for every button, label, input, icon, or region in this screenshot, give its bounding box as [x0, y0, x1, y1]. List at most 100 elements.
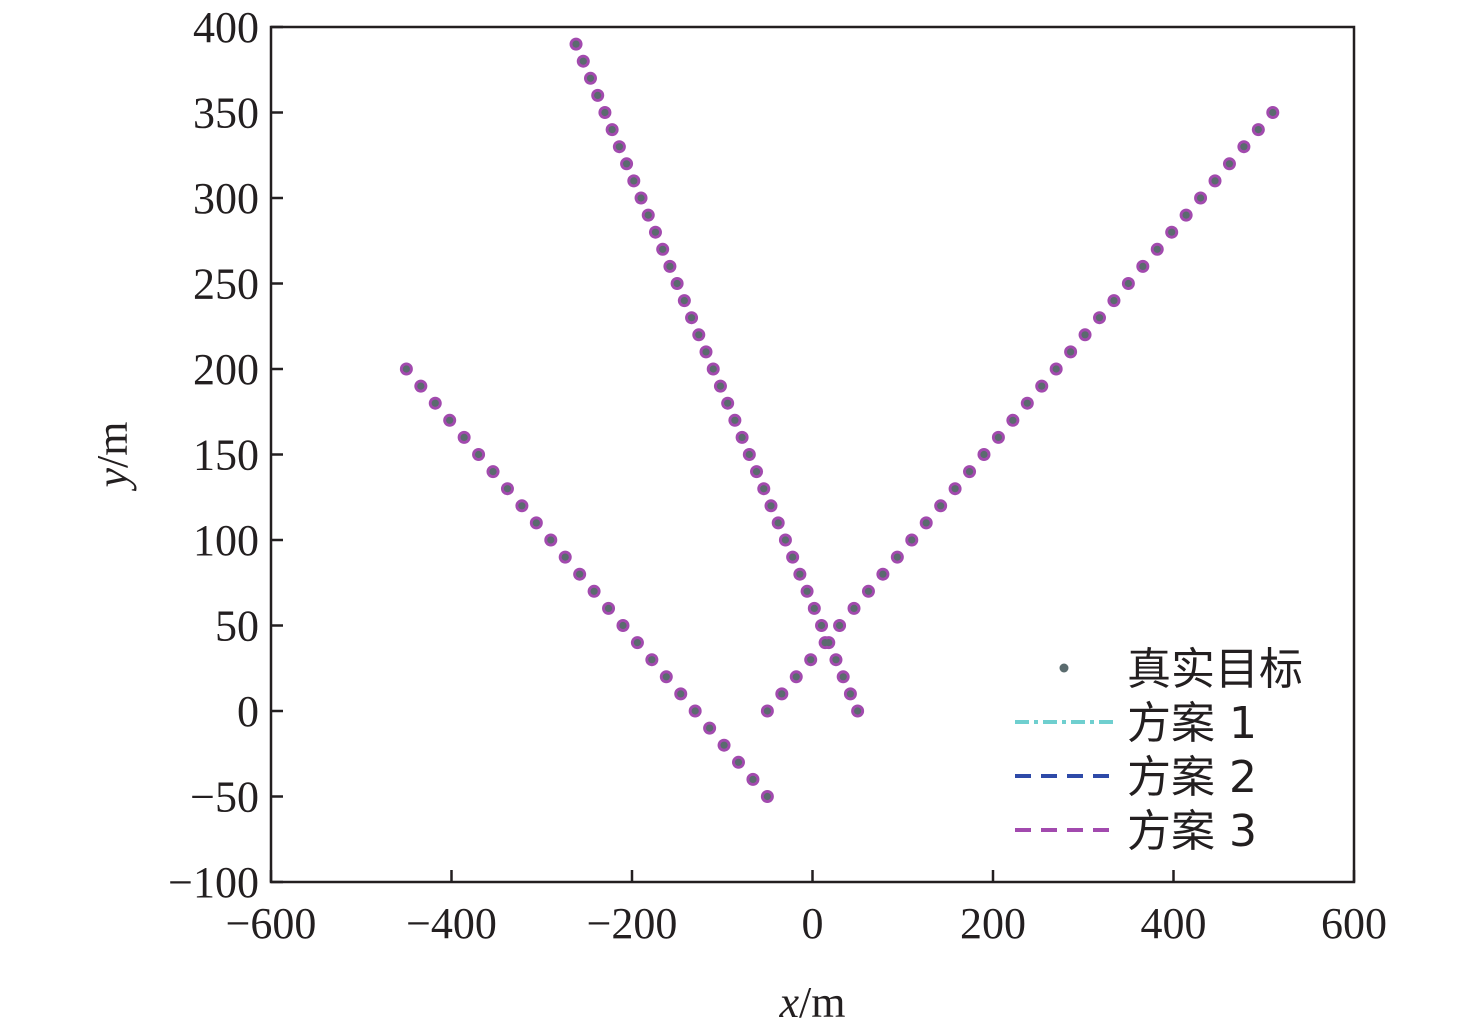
x-tick-label: −400 [406, 899, 497, 948]
true-target-point [417, 382, 425, 390]
true-target-point [1240, 143, 1248, 151]
true-target-point [965, 468, 974, 476]
true-target-point [572, 40, 580, 48]
x-tick-label: −200 [587, 899, 678, 948]
y-tick-label: −50 [190, 773, 259, 822]
true-target-point [662, 673, 670, 681]
y-axis-variable: y [88, 467, 137, 491]
x-tick-label: −600 [226, 899, 317, 948]
true-target-point [503, 485, 512, 493]
true-target-point [633, 639, 642, 647]
true-target-point [778, 690, 786, 698]
true-target-point [695, 331, 703, 339]
true-target-point [937, 502, 945, 510]
true-target-point [864, 587, 873, 595]
true-target-point [734, 758, 743, 766]
true-target-point [922, 519, 930, 527]
true-target-point [716, 382, 725, 390]
true-target-point [817, 621, 826, 630]
true-target-point [709, 365, 717, 373]
true-target-point [832, 656, 840, 664]
true-target-point [1182, 211, 1190, 219]
true-target-point [702, 348, 710, 356]
y-tick-label: 0 [237, 687, 259, 736]
true-target-point [402, 365, 410, 373]
true-target-point [839, 673, 847, 681]
y-axis-label: y/m [88, 422, 137, 492]
true-target-point [908, 536, 916, 544]
true-target-point [489, 468, 497, 476]
true-target-point [1153, 245, 1161, 253]
true-target-point [691, 707, 699, 715]
y-tick-label: 100 [193, 516, 259, 565]
true-target-point [893, 553, 901, 561]
true-target-point [763, 707, 771, 715]
true-target-point [622, 160, 631, 168]
true-target-point [821, 639, 829, 647]
true-target-point [1067, 348, 1075, 356]
y-tick-label: 250 [193, 260, 259, 309]
true-target-point [608, 126, 616, 134]
true-target-point [781, 536, 790, 544]
x-tick-label: 200 [960, 899, 1026, 948]
true-target-point [1023, 399, 1031, 407]
true-target-point [1254, 126, 1262, 134]
y-tick-label: 400 [193, 3, 259, 52]
true-target-point [590, 587, 598, 595]
y-tick-label: 150 [193, 431, 259, 480]
true-target-point [835, 621, 844, 630]
true-target-point [951, 485, 959, 493]
true-target-point [1009, 416, 1017, 424]
true-target-point [619, 621, 627, 630]
true-target-point [1095, 314, 1104, 322]
true-target-point [460, 433, 468, 441]
true-target-point [796, 570, 804, 578]
true-target-point [1269, 108, 1277, 117]
true-target-point [1081, 331, 1089, 339]
true-target-point [810, 604, 818, 613]
true-target-point [446, 416, 454, 424]
true-target-point [792, 673, 800, 681]
legend-label: 方案 1 [1127, 698, 1257, 749]
true-target-point [518, 502, 526, 510]
true-target-point [673, 279, 681, 288]
legend-label: 方案 2 [1127, 752, 1257, 803]
true-target-point [431, 399, 439, 407]
true-target-point [677, 690, 685, 698]
true-target-point [803, 587, 811, 595]
true-target-point [637, 194, 645, 202]
x-tick-label: 400 [1141, 899, 1207, 948]
true-target-point [850, 604, 858, 613]
true-target-point [648, 656, 656, 664]
x-axis: −600 −400 −200 0 200 400 600 [226, 870, 1387, 948]
true-target-point [579, 57, 587, 65]
true-target-point [1139, 262, 1147, 270]
true-target-point [763, 792, 771, 801]
true-target-point [680, 297, 688, 305]
true-target-point [1225, 160, 1234, 168]
true-target-point [659, 245, 667, 253]
true-target-point [724, 399, 732, 407]
true-target-point [601, 108, 609, 117]
x-axis-unit: /m [799, 978, 845, 1027]
plot-area [399, 37, 1280, 803]
true-target-point [731, 416, 739, 424]
y-tick-label: 300 [193, 174, 259, 223]
x-axis-variable: x [779, 978, 800, 1027]
true-target-point [604, 604, 613, 613]
legend-label: 真实目标 [1127, 644, 1303, 695]
true-target-point [760, 485, 768, 493]
true-target-point [651, 228, 660, 236]
true-target-point [1211, 177, 1219, 185]
y-axis-unit: /m [88, 422, 137, 468]
true-target-point [1168, 228, 1176, 236]
legend-label: 方案 3 [1127, 806, 1257, 857]
true-target-point [807, 656, 815, 664]
y-tick-label: 350 [193, 89, 259, 138]
true-target-point [547, 536, 555, 544]
true-target-point [767, 502, 775, 510]
true-target-point [615, 143, 623, 151]
true-target-point [630, 177, 638, 185]
true-target-point [980, 450, 988, 459]
